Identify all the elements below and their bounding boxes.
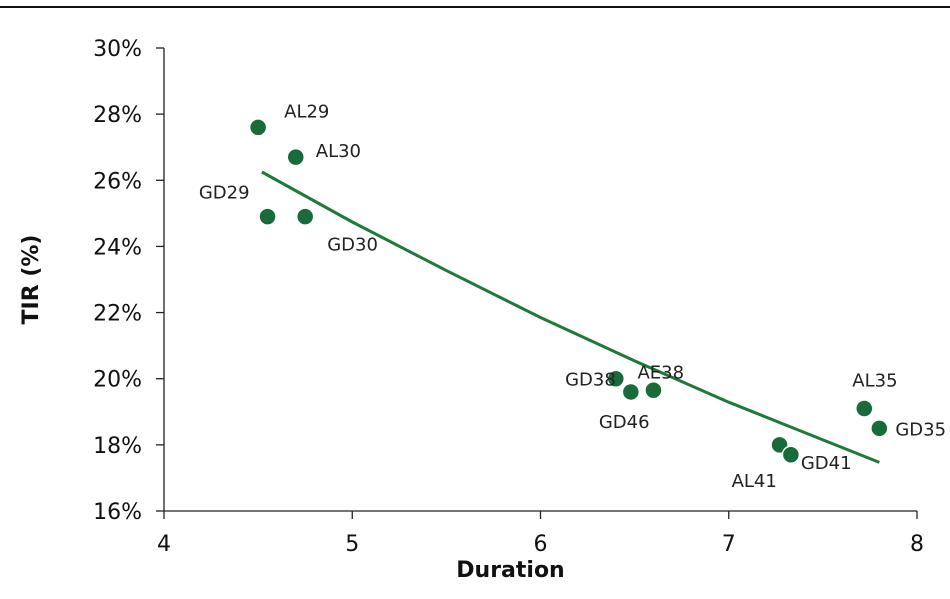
y-ticks: 16% 18% 20% 22% 24% 26% 28% 30% <box>93 37 164 525</box>
data-points <box>248 118 889 465</box>
y-axis-title: TIR (%) <box>19 235 44 325</box>
y-tick-label: 18% <box>93 434 142 459</box>
data-point-gd38 <box>606 369 626 388</box>
y-tick-label: 22% <box>93 302 142 327</box>
data-point-gd41 <box>781 445 801 465</box>
point-label-al30: AL30 <box>316 141 361 162</box>
x-axis-title: Duration <box>456 558 564 583</box>
y-tick-label: 26% <box>93 169 142 194</box>
point-label-al35: AL35 <box>852 370 897 391</box>
point-labels: AL29 AL30 GD29 GD30 GD38 GD46 AE38 AL41 GD41 AL35… <box>199 101 946 491</box>
y-tick-label: 28% <box>93 103 142 128</box>
x-tick-label: 7 <box>722 532 736 557</box>
point-label-gd29: GD29 <box>199 183 250 204</box>
data-point-al29 <box>248 118 268 137</box>
trend-line <box>261 170 880 464</box>
data-point-al30 <box>286 147 306 167</box>
top-rule <box>0 6 950 8</box>
point-label-al41: AL41 <box>732 471 777 492</box>
x-tick-label: 5 <box>345 532 359 557</box>
point-label-gd30: GD30 <box>327 235 378 256</box>
point-label-ae38: AE38 <box>637 362 684 383</box>
data-point-gd46 <box>621 382 641 402</box>
data-point-gd29 <box>258 207 277 226</box>
x-ticks: 4 5 6 7 8 <box>157 511 924 557</box>
point-label-gd38: GD38 <box>565 370 616 391</box>
x-tick-label: 8 <box>910 532 924 557</box>
x-tick-label: 6 <box>534 532 548 557</box>
data-point-ae38 <box>644 381 663 400</box>
y-tick-label: 24% <box>93 235 142 260</box>
point-label-gd46: GD46 <box>599 412 650 433</box>
data-point-gd30 <box>295 207 315 226</box>
point-label-gd41: GD41 <box>801 453 852 474</box>
data-point-al35 <box>855 399 874 418</box>
point-label-al29: AL29 <box>284 101 329 122</box>
point-label-gd35: GD35 <box>895 419 946 440</box>
axes <box>163 48 917 512</box>
data-point-gd35 <box>870 419 889 438</box>
x-tick-label: 4 <box>157 532 171 557</box>
y-tick-label: 30% <box>93 37 142 62</box>
y-tick-label: 20% <box>93 368 142 393</box>
y-tick-label: 16% <box>93 500 142 525</box>
